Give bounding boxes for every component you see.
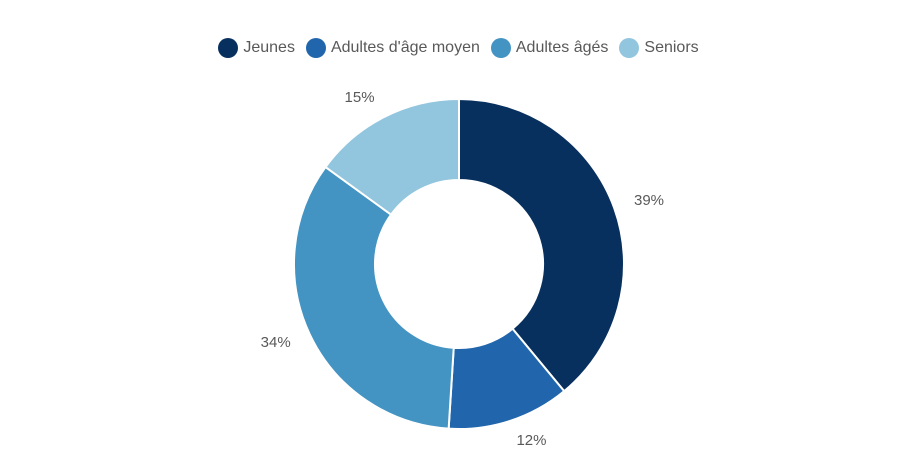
donut-slice-adultes-ages[interactable] xyxy=(293,165,455,430)
legend-label-adultes-age-moyen: Adultes d'âge moyen xyxy=(330,39,480,56)
data-label-adultes-ages: 34% xyxy=(261,334,291,351)
donut-slice-jeunes[interactable] xyxy=(458,97,625,393)
donut-slice-seniors[interactable] xyxy=(324,97,460,217)
legend-swatch-adultes-ages xyxy=(490,38,511,58)
legend-item-seniors[interactable]: Seniors xyxy=(619,38,699,58)
legend-swatch-seniors xyxy=(619,38,640,58)
legend-item-adultes-ages[interactable]: Adultes âgés xyxy=(490,38,609,58)
data-label-jeunes: 39% xyxy=(634,192,664,209)
data-label-seniors: 15% xyxy=(345,89,375,106)
chart-legend: Jeunes Adultes d'âge moyen Adultes âgés … xyxy=(0,36,917,60)
legend-item-adultes-age-moyen[interactable]: Adultes d'âge moyen xyxy=(305,38,480,58)
legend-label-adultes-ages: Adultes âgés xyxy=(515,39,609,56)
legend-swatch-jeunes xyxy=(218,38,239,58)
legend-label-jeunes: Jeunes xyxy=(243,39,295,56)
legend-swatch-adultes-age-moyen xyxy=(305,38,326,58)
legend-item-jeunes[interactable]: Jeunes xyxy=(218,38,295,58)
data-label-adultes-age-moyen: 12% xyxy=(516,432,546,449)
legend-label-seniors: Seniors xyxy=(644,39,699,56)
